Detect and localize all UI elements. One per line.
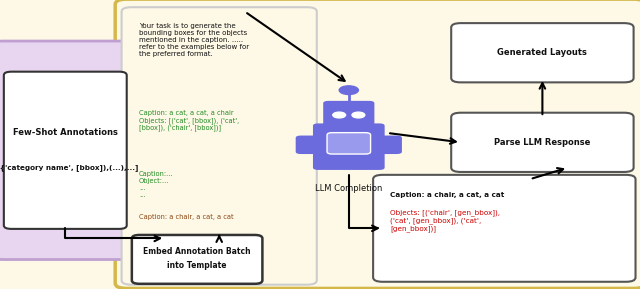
FancyBboxPatch shape [373,175,636,282]
FancyBboxPatch shape [313,123,385,170]
Text: Few-Shot Annotations: Few-Shot Annotations [13,128,118,138]
FancyBboxPatch shape [4,72,127,229]
Circle shape [333,112,346,118]
FancyBboxPatch shape [451,23,634,82]
FancyBboxPatch shape [122,7,317,285]
FancyBboxPatch shape [451,113,634,172]
Circle shape [352,112,365,118]
FancyBboxPatch shape [378,136,402,154]
Text: Caption: a chair, a cat, a cat: Caption: a chair, a cat, a cat [139,214,234,220]
Text: Embed Annotation Batch: Embed Annotation Batch [143,247,251,256]
FancyBboxPatch shape [327,133,371,154]
Text: [({'category name', [bbox]),(...),...]: [({'category name', [bbox]),(...),...] [0,164,138,171]
Circle shape [339,86,358,95]
Text: Objects:: Objects: [139,236,170,242]
FancyBboxPatch shape [0,41,140,260]
Text: Caption: a cat, a cat, a chair
Objects: [('cat', [bbox]), ('cat',
[bbox]), ('cha: Caption: a cat, a cat, a chair Objects: … [139,110,239,131]
Text: Objects: [('chair', [gen_bbox]),
('cat', [gen_bbox]), ('cat',
[gen_bbox])]: Objects: [('chair', [gen_bbox]), ('cat',… [390,210,500,232]
Text: into Template: into Template [168,261,227,270]
Text: Parse LLM Response: Parse LLM Response [494,138,591,147]
FancyBboxPatch shape [132,235,262,284]
Text: Your task is to generate the
bounding boxes for the objects
mentioned in the cap: Your task is to generate the bounding bo… [139,23,249,57]
Text: Caption: a chair, a cat, a cat: Caption: a chair, a cat, a cat [390,192,505,198]
FancyBboxPatch shape [296,136,320,154]
FancyBboxPatch shape [323,101,374,127]
Text: LLM Completion: LLM Completion [315,184,383,192]
Text: Generated Layouts: Generated Layouts [497,48,588,57]
FancyBboxPatch shape [115,0,640,288]
Text: Caption:...
Object:...
...
...: Caption:... Object:... ... ... [139,171,173,197]
